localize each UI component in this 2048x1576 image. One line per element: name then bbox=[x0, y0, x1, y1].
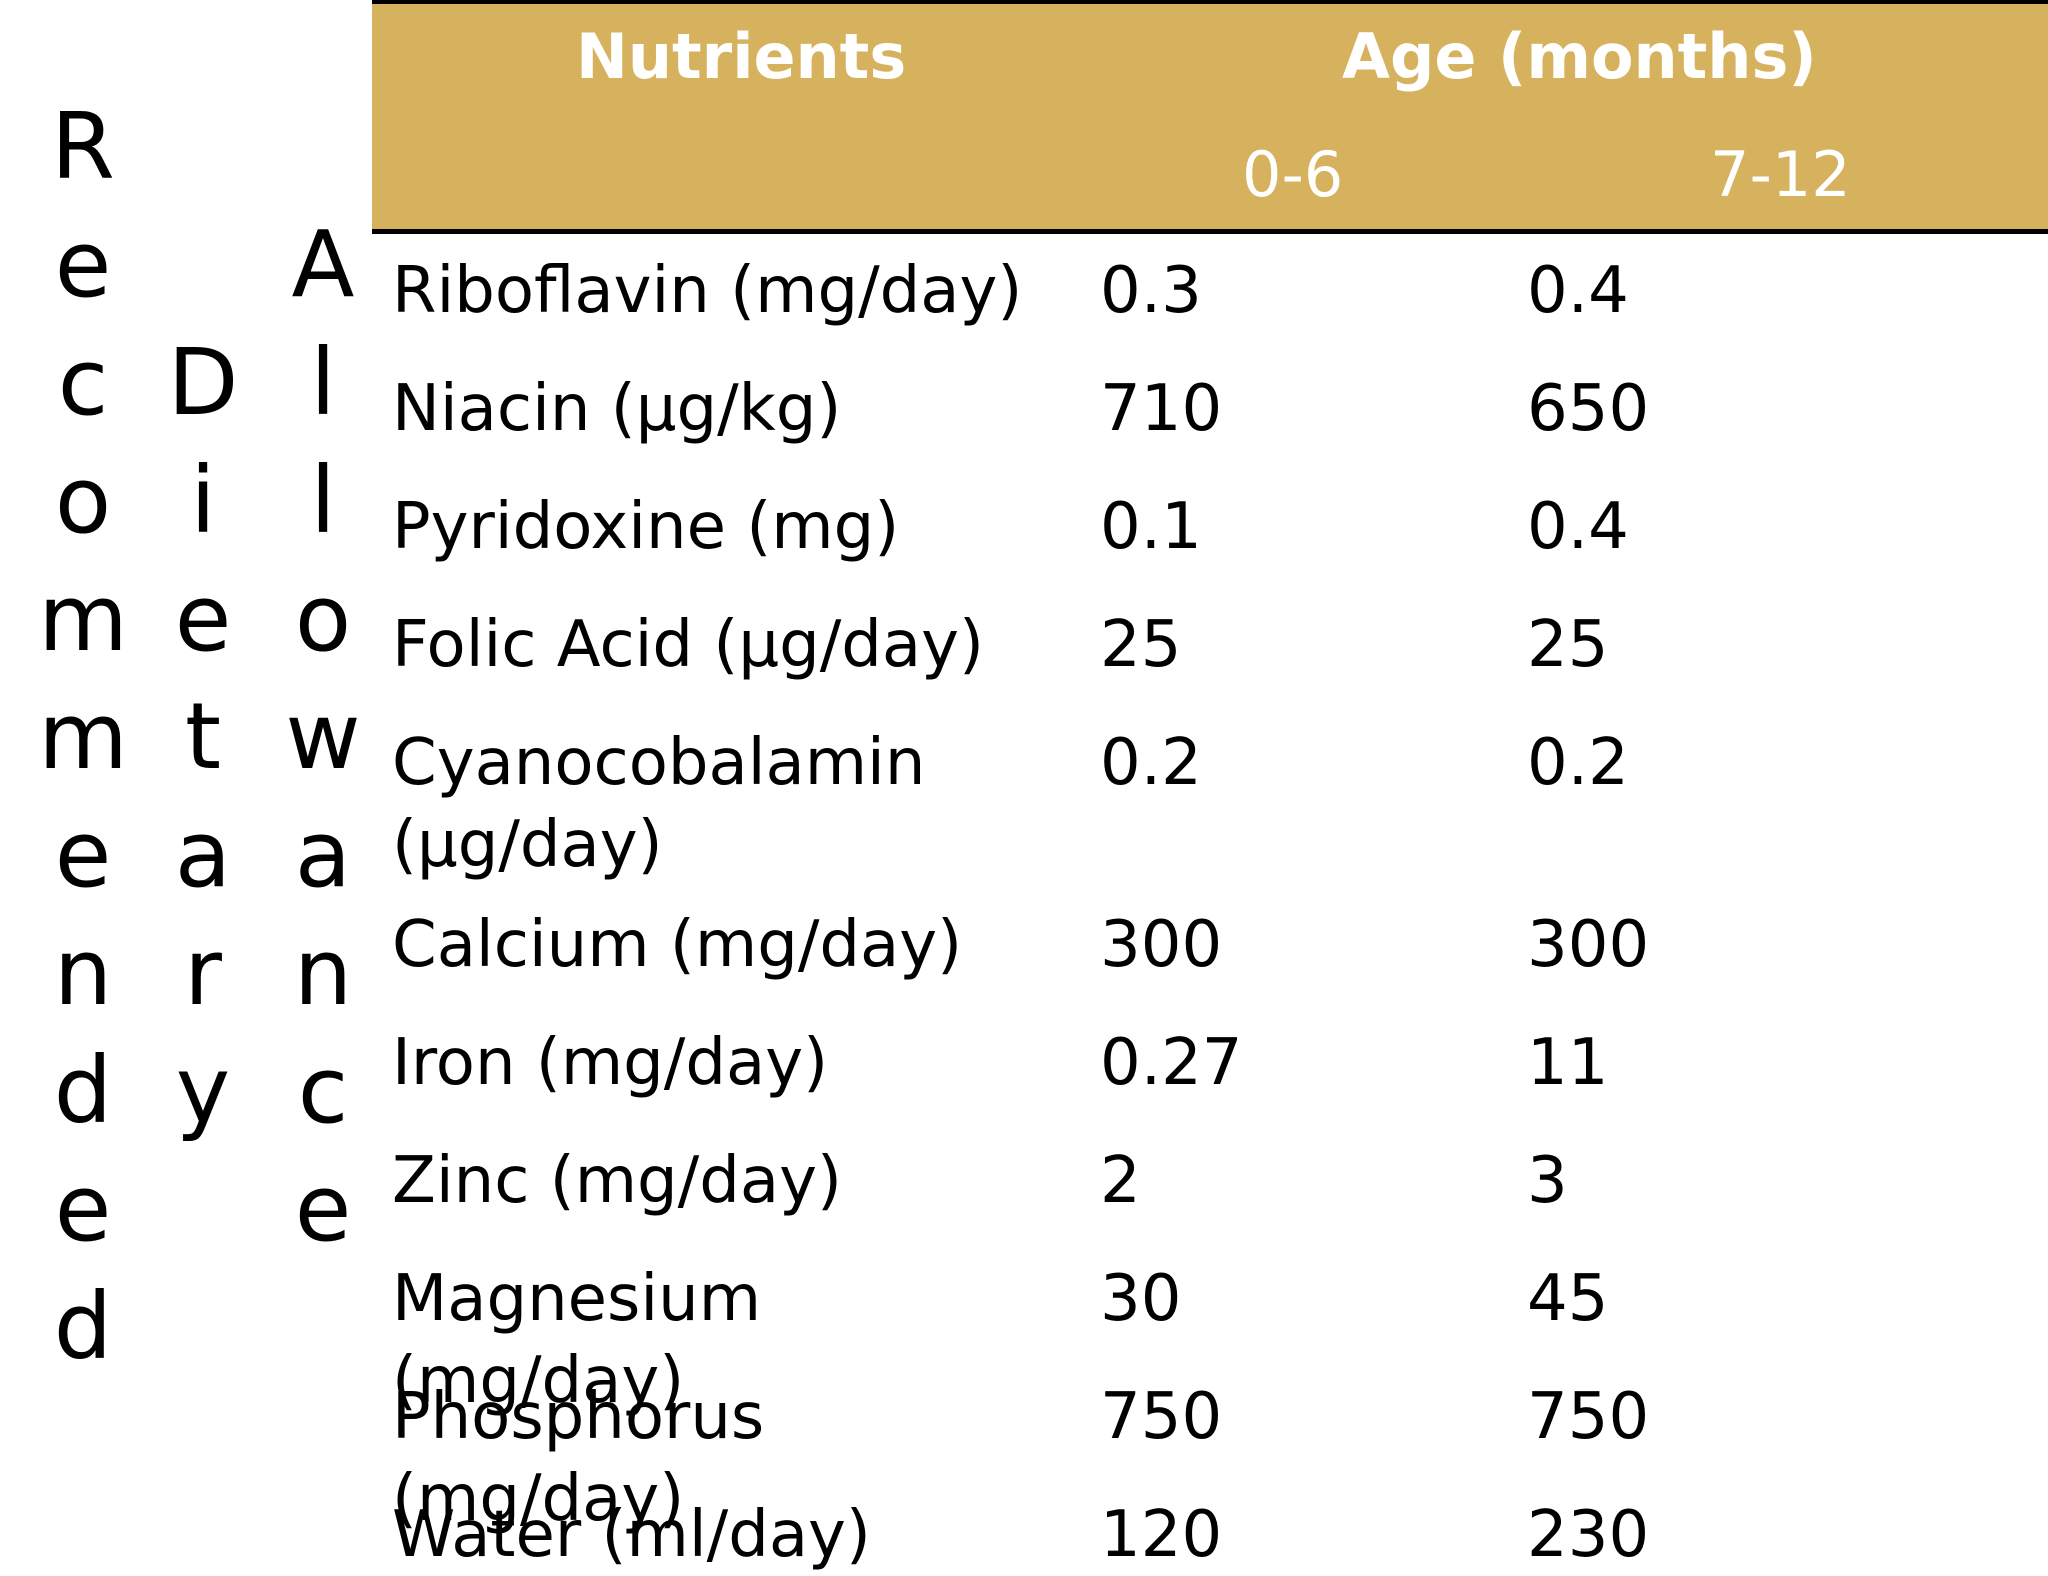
nutrient-name-cell: Calcium (mg/day) bbox=[392, 908, 963, 982]
nutrient-name-cell: Zinc (mg/day) bbox=[392, 1144, 842, 1218]
side-title-letter: a bbox=[174, 801, 232, 908]
side-title-letter: d bbox=[53, 1037, 113, 1144]
value-7-12-cell: 230 bbox=[1527, 1498, 1650, 1572]
side-title-letter: e bbox=[54, 211, 112, 318]
side-title-letter: n bbox=[53, 919, 113, 1026]
side-title-letter: c bbox=[57, 329, 109, 436]
side-title-letter: y bbox=[175, 1037, 231, 1144]
nutrient-name-cell: Cyanocobalamin (µg/day) bbox=[392, 726, 926, 882]
age-group-7-12-header: 7-12 bbox=[1710, 138, 1851, 211]
value-7-12-cell: 11 bbox=[1527, 1026, 1609, 1100]
value-0-6-cell: 0.1 bbox=[1100, 490, 1202, 564]
value-7-12-cell: 300 bbox=[1527, 908, 1650, 982]
age-column-header: Age (months) bbox=[1342, 20, 1817, 93]
nutrient-name-cell: Magnesium (mg/day) bbox=[392, 1262, 762, 1418]
nutrient-name-cell: Phosphorus (mg/day) bbox=[392, 1380, 765, 1536]
age-group-0-6-header: 0-6 bbox=[1242, 138, 1344, 211]
side-title-letter: l bbox=[310, 447, 336, 554]
value-7-12-cell: 0.4 bbox=[1527, 490, 1629, 564]
side-title-letter: m bbox=[38, 683, 128, 790]
value-0-6-cell: 30 bbox=[1100, 1262, 1182, 1336]
side-title-letter: w bbox=[285, 683, 361, 790]
value-7-12-cell: 45 bbox=[1527, 1262, 1609, 1336]
side-title-letter: A bbox=[291, 211, 355, 318]
value-0-6-cell: 2 bbox=[1100, 1144, 1141, 1218]
value-7-12-cell: 750 bbox=[1527, 1380, 1650, 1454]
nutrients-column-header: Nutrients bbox=[576, 20, 907, 93]
nutrient-name-cell: Folic Acid (µg/day) bbox=[392, 608, 984, 682]
side-title-letter: e bbox=[54, 1155, 112, 1262]
nutrient-name-cell: Pyridoxine (mg) bbox=[392, 490, 900, 564]
side-title-letter: D bbox=[167, 329, 239, 436]
value-0-6-cell: 710 bbox=[1100, 372, 1223, 446]
side-title-letter: a bbox=[294, 801, 352, 908]
nutrient-name-cell: Niacin (µg/kg) bbox=[392, 372, 842, 446]
nutrient-name-cell: Riboflavin (mg/day) bbox=[392, 254, 1023, 328]
side-title-letter: o bbox=[54, 447, 112, 554]
value-0-6-cell: 25 bbox=[1100, 608, 1182, 682]
nutrient-name-cell: Water (ml/day) bbox=[392, 1498, 871, 1572]
side-title-letter: e bbox=[174, 565, 232, 672]
value-0-6-cell: 120 bbox=[1100, 1498, 1223, 1572]
value-7-12-cell: 25 bbox=[1527, 608, 1609, 682]
value-7-12-cell: 0.2 bbox=[1527, 726, 1629, 800]
value-0-6-cell: 0.27 bbox=[1100, 1026, 1243, 1100]
side-title-letter: e bbox=[54, 801, 112, 908]
side-title-letter: m bbox=[38, 565, 128, 672]
side-title-letter: i bbox=[190, 447, 216, 554]
nutrient-name-cell: Iron (mg/day) bbox=[392, 1026, 829, 1100]
side-title-letter: r bbox=[184, 919, 222, 1026]
value-0-6-cell: 0.2 bbox=[1100, 726, 1202, 800]
side-title-letter: o bbox=[294, 565, 352, 672]
side-title-letter: t bbox=[184, 683, 222, 790]
side-title-letter: l bbox=[310, 329, 336, 436]
side-title-letter: R bbox=[51, 93, 115, 200]
value-0-6-cell: 0.3 bbox=[1100, 254, 1202, 328]
side-title-letter: d bbox=[53, 1273, 113, 1380]
value-7-12-cell: 650 bbox=[1527, 372, 1650, 446]
table-header: Nutrients Age (months) 0-6 7-12 bbox=[372, 0, 2048, 234]
side-title-letter: n bbox=[293, 919, 353, 1026]
value-0-6-cell: 300 bbox=[1100, 908, 1223, 982]
side-title-letter: e bbox=[294, 1155, 352, 1262]
value-0-6-cell: 750 bbox=[1100, 1380, 1223, 1454]
value-7-12-cell: 0.4 bbox=[1527, 254, 1629, 328]
value-7-12-cell: 3 bbox=[1527, 1144, 1568, 1218]
side-title-letter: c bbox=[297, 1037, 349, 1144]
